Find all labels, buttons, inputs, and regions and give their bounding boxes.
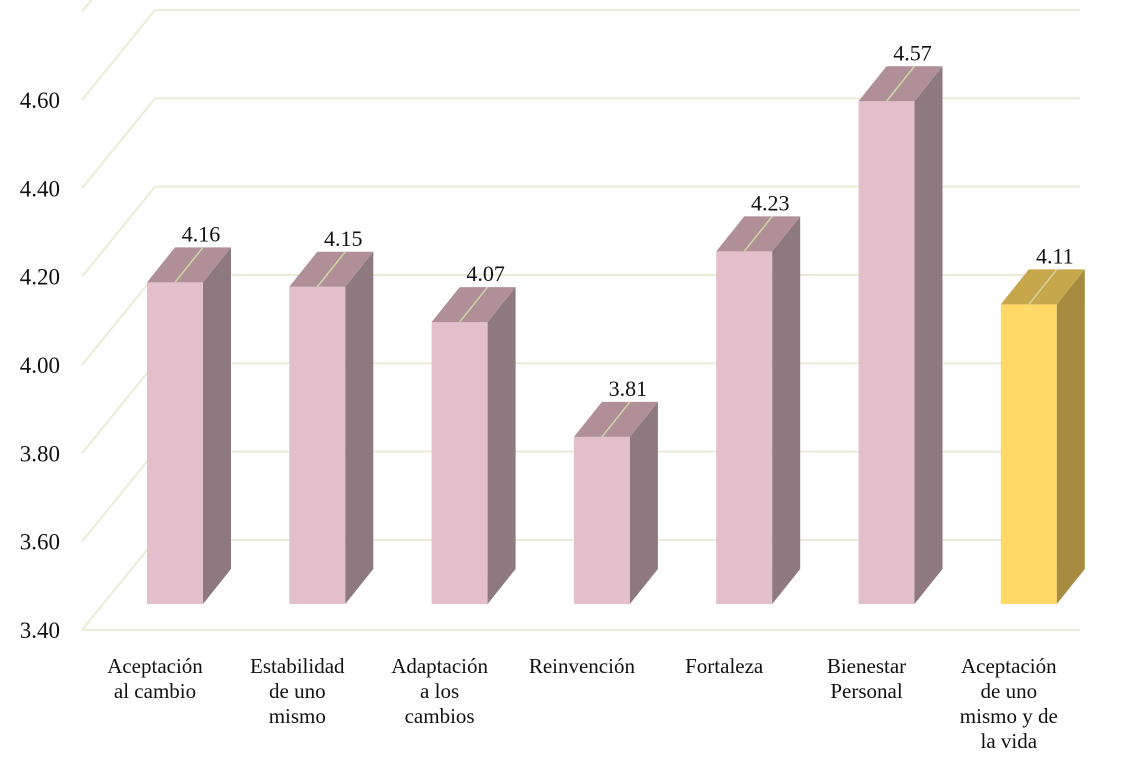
bar-side: [629, 401, 658, 604]
bar-top-line: [885, 65, 916, 102]
bar-side: [203, 247, 231, 605]
bar-front: [289, 286, 346, 604]
bar-top-line: [459, 286, 489, 323]
bar: 4.23: [716, 190, 801, 604]
gridline-diagonal: [81, 9, 156, 101]
x-category-label: Reinvención: [529, 654, 636, 678]
bar: 4.15: [289, 226, 374, 604]
bar-side: [487, 287, 516, 604]
data-label: 4.23: [751, 190, 790, 215]
gridline-diagonal: [81, 97, 156, 189]
bar-front: [147, 282, 203, 604]
bar-front: [431, 322, 488, 604]
data-label: 4.15: [324, 226, 363, 251]
y-tick-label: 4.40: [20, 176, 60, 201]
data-label: 4.07: [466, 261, 505, 286]
x-category-label: Aceptación al cambio: [107, 654, 203, 703]
bar-side: [914, 66, 943, 604]
x-category-label: Aceptación de uno mismo y de la vida: [960, 654, 1058, 753]
data-label: 3.81: [609, 376, 648, 401]
gridline-diagonal: [81, 186, 156, 278]
gridline-diagonal: [81, 451, 156, 543]
y-tick-label: 3.40: [20, 618, 60, 643]
bar-top-line: [1028, 268, 1058, 305]
y-tick-label: 3.80: [20, 441, 60, 466]
gridline-diagonal: [81, 539, 156, 631]
bar-side: [1056, 269, 1085, 604]
bar: 4.11: [1000, 243, 1085, 604]
y-tick-label: 4.60: [20, 88, 60, 113]
bar-front: [858, 101, 915, 604]
bar: 4.07: [431, 261, 516, 604]
gridline-diagonal: [81, 274, 156, 366]
x-category-label: Estabilidad de uno mismo: [250, 654, 345, 728]
x-axis-category-labels: Aceptación al cambio Estabilidad de uno mism…: [107, 654, 1058, 753]
x-category-label: Adaptación a los cambios: [391, 654, 488, 728]
y-tick-label: 4.20: [20, 265, 60, 290]
bar-front: [716, 251, 773, 604]
bar-side: [345, 251, 374, 604]
x-category-label: Fortaleza: [685, 654, 764, 678]
bar: 4.16: [147, 221, 231, 605]
y-tick-label: 4.00: [20, 353, 60, 378]
gridline-diagonal: [81, 0, 93, 13]
y-tick-label: 3.60: [20, 530, 60, 555]
bar-top-line: [601, 401, 631, 438]
bar: 4.57: [858, 40, 943, 604]
data-label: 4.11: [1036, 243, 1074, 268]
data-label: 4.57: [893, 40, 932, 65]
gridline-diagonal: [81, 362, 156, 454]
bar-front: [1000, 304, 1057, 604]
data-label: 4.16: [182, 221, 221, 246]
bar-front: [573, 436, 630, 604]
bar-top-line: [316, 251, 346, 288]
bar-top-line: [174, 246, 204, 283]
y-axis-tick-labels: 3.40 3.60 3.80 4.00 4.20 4.40 4.60: [20, 88, 60, 643]
bar-top-line: [743, 215, 773, 252]
x-category-label: Bienestar Personal: [827, 654, 906, 703]
bar: 3.81: [573, 376, 658, 604]
bar-side: [772, 216, 801, 604]
bars: 4.16 4.15 4.07 3.81 4.23 4.57 4.11: [147, 40, 1085, 605]
